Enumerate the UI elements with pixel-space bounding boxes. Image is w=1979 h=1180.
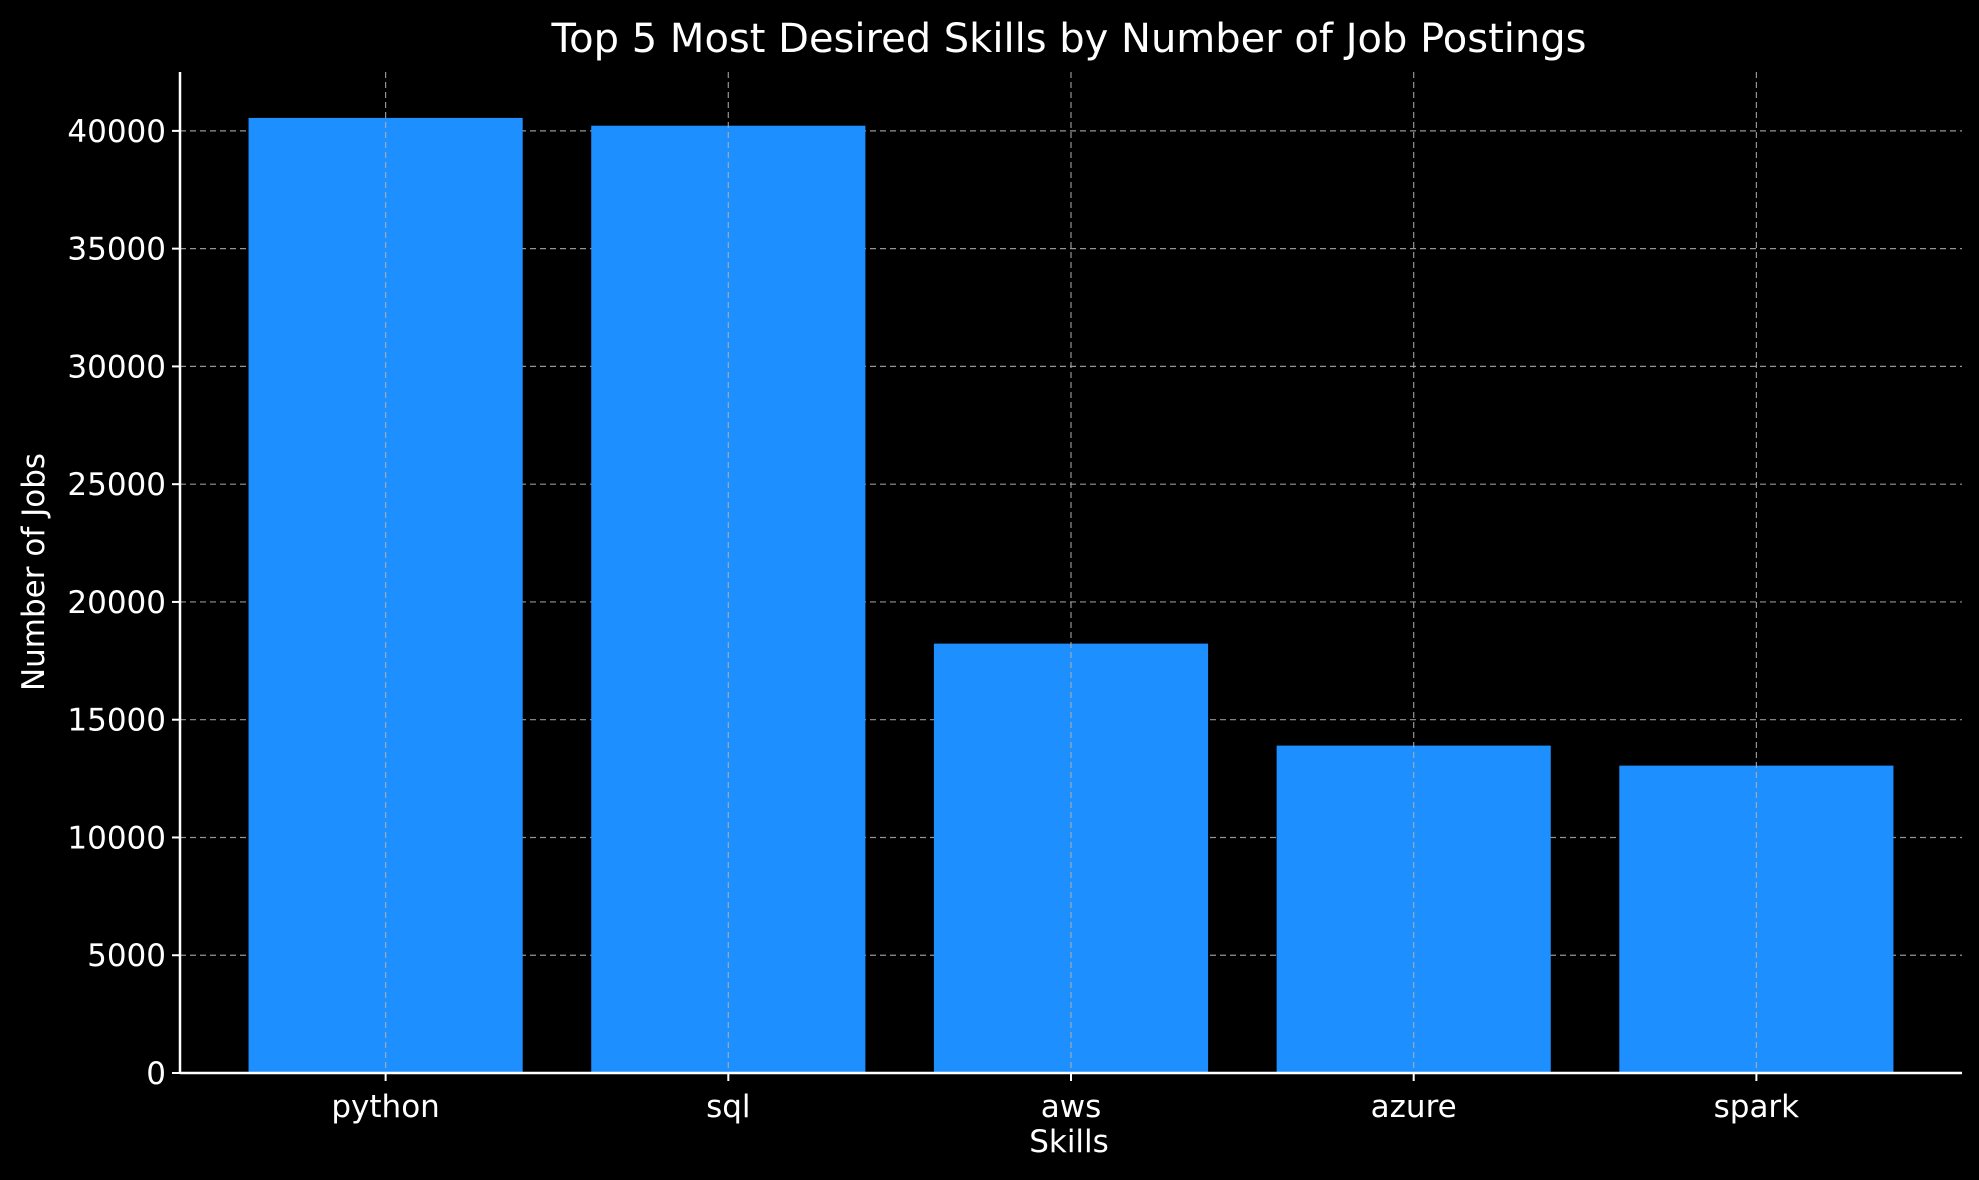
y-tick-label: 35000 (67, 232, 166, 268)
x-tick-label-aws: aws (1041, 1089, 1102, 1125)
y-ticks: 0 5000 10000 15000 20000 25000 30000 35000 40000 (67, 114, 180, 1092)
x-tick-label-spark: spark (1714, 1089, 1800, 1125)
x-ticks: python sql aws azure spark (331, 1073, 1799, 1125)
vertical-grid-layer (385, 72, 1757, 1073)
y-tick-label: 10000 (67, 820, 166, 856)
chart-title: Top 5 Most Desired Skills by Number of J… (551, 16, 1587, 62)
y-tick-label: 25000 (67, 467, 166, 503)
x-tick-label-python: python (331, 1089, 439, 1125)
y-tick-label: 0 (146, 1056, 166, 1092)
y-tick-label: 40000 (67, 114, 166, 150)
x-tick-label-azure: azure (1371, 1089, 1457, 1125)
y-tick-label: 30000 (67, 349, 166, 385)
y-tick-label: 20000 (67, 585, 166, 621)
bar-azure (1276, 745, 1551, 1073)
y-axis-label: Number of Jobs (16, 453, 52, 691)
x-tick-label-sql: sql (706, 1089, 750, 1125)
x-axis-label: Skills (1029, 1124, 1109, 1160)
y-tick-label: 15000 (67, 703, 166, 739)
y-tick-label: 5000 (87, 938, 166, 974)
bar-aws (933, 643, 1209, 1073)
